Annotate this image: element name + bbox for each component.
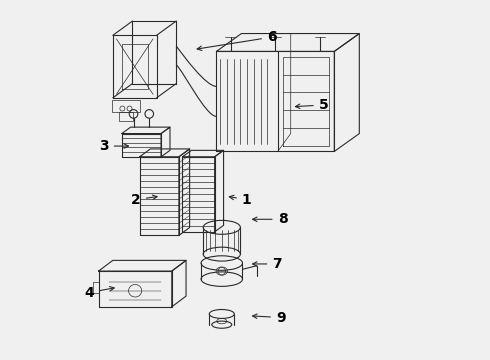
Text: 6: 6: [197, 30, 276, 50]
Text: 5: 5: [295, 98, 328, 112]
Text: 4: 4: [85, 285, 114, 300]
Bar: [112, 100, 140, 112]
Text: 7: 7: [252, 257, 282, 271]
Text: 1: 1: [229, 193, 252, 207]
Text: 9: 9: [252, 311, 286, 324]
Text: 3: 3: [99, 139, 128, 153]
Text: 2: 2: [131, 193, 157, 207]
Bar: [119, 112, 133, 121]
Text: 8: 8: [252, 212, 287, 226]
